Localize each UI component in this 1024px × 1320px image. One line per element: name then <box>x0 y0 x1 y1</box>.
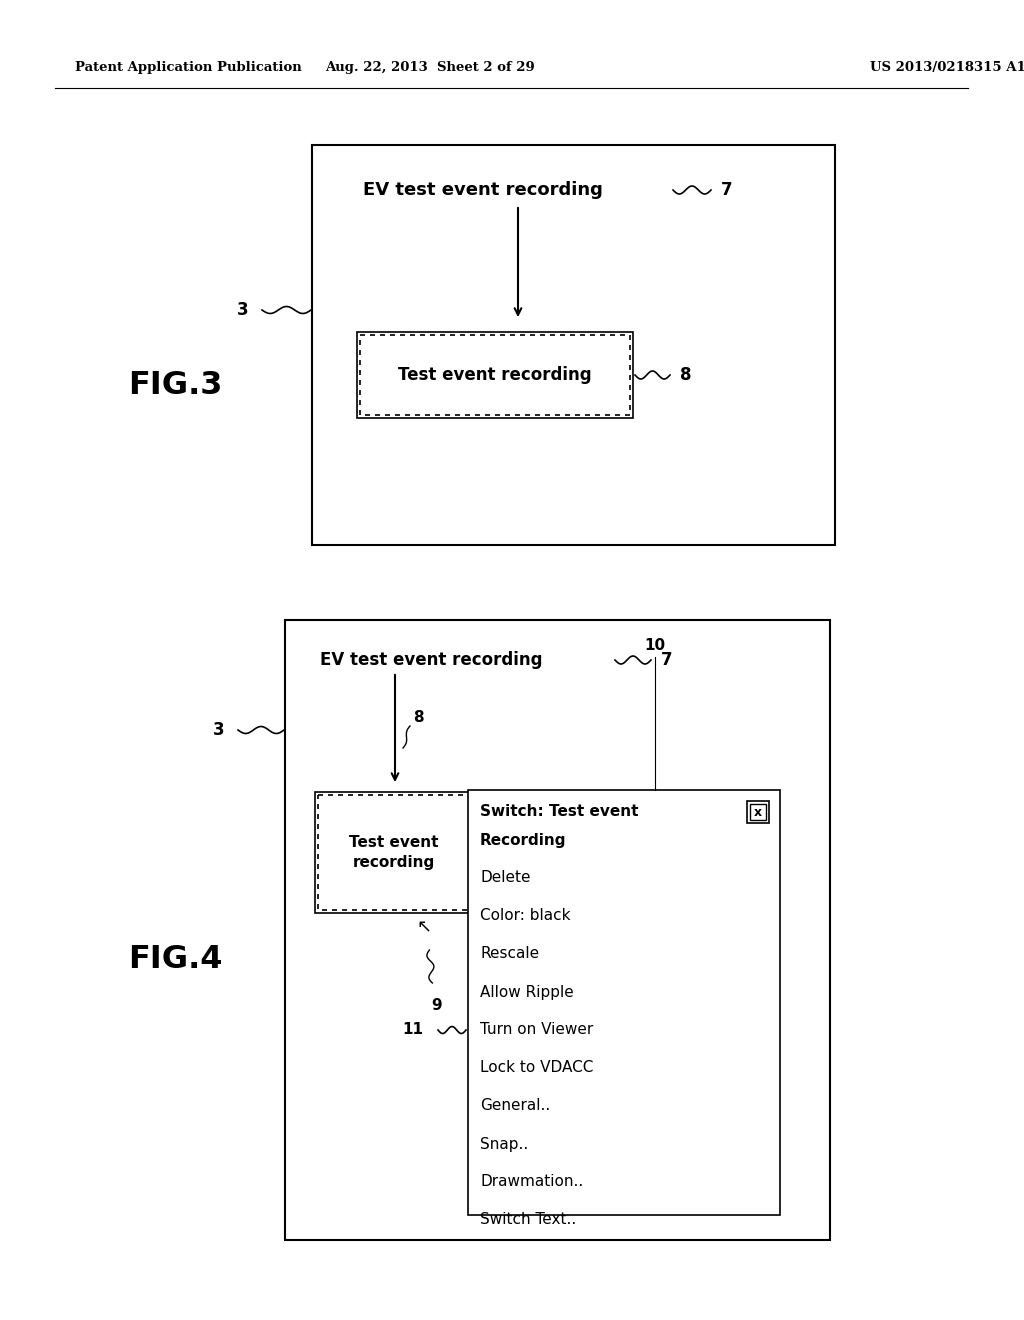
Text: EV test event recording: EV test event recording <box>362 181 603 199</box>
Text: EV test event recording: EV test event recording <box>319 651 543 669</box>
Text: 7: 7 <box>721 181 732 199</box>
Text: Recording: Recording <box>480 833 566 847</box>
Text: Switch: Test event: Switch: Test event <box>480 804 639 820</box>
Text: Drawmation..: Drawmation.. <box>480 1175 584 1189</box>
Text: Allow Ripple: Allow Ripple <box>480 985 573 999</box>
Text: x: x <box>754 805 762 818</box>
Text: 10: 10 <box>645 638 666 652</box>
Bar <box>468 789 780 1214</box>
Text: 8: 8 <box>413 710 424 726</box>
Text: 7: 7 <box>662 651 673 669</box>
Text: Rescale: Rescale <box>480 946 539 961</box>
Text: 9: 9 <box>431 998 441 1012</box>
Text: FIG.4: FIG.4 <box>128 945 222 975</box>
Bar <box>357 333 633 418</box>
Text: Lock to VDACC: Lock to VDACC <box>480 1060 593 1076</box>
Text: Aug. 22, 2013  Sheet 2 of 29: Aug. 22, 2013 Sheet 2 of 29 <box>326 62 535 74</box>
Text: ↖: ↖ <box>417 917 432 936</box>
Text: Test event
recording: Test event recording <box>349 836 438 870</box>
Bar <box>746 801 769 822</box>
Bar <box>360 335 630 414</box>
Text: 3: 3 <box>212 721 224 739</box>
Text: Delete: Delete <box>480 870 530 886</box>
Text: 8: 8 <box>680 366 691 384</box>
Bar <box>315 792 473 913</box>
Text: General..: General.. <box>480 1098 550 1114</box>
Bar <box>318 795 470 909</box>
Text: 3: 3 <box>237 301 248 319</box>
Text: Switch Text..: Switch Text.. <box>480 1213 577 1228</box>
Text: FIG.3: FIG.3 <box>128 370 222 400</box>
Text: US 2013/0218315 A1: US 2013/0218315 A1 <box>870 62 1024 74</box>
Text: Color: black: Color: black <box>480 908 570 924</box>
Bar <box>750 804 766 820</box>
Text: Patent Application Publication: Patent Application Publication <box>75 62 302 74</box>
Text: Test event recording: Test event recording <box>398 366 592 384</box>
Text: 11: 11 <box>402 1023 423 1038</box>
Text: Snap..: Snap.. <box>480 1137 528 1151</box>
Text: Turn on Viewer: Turn on Viewer <box>480 1023 593 1038</box>
Bar <box>285 620 830 1239</box>
Bar <box>312 145 835 545</box>
